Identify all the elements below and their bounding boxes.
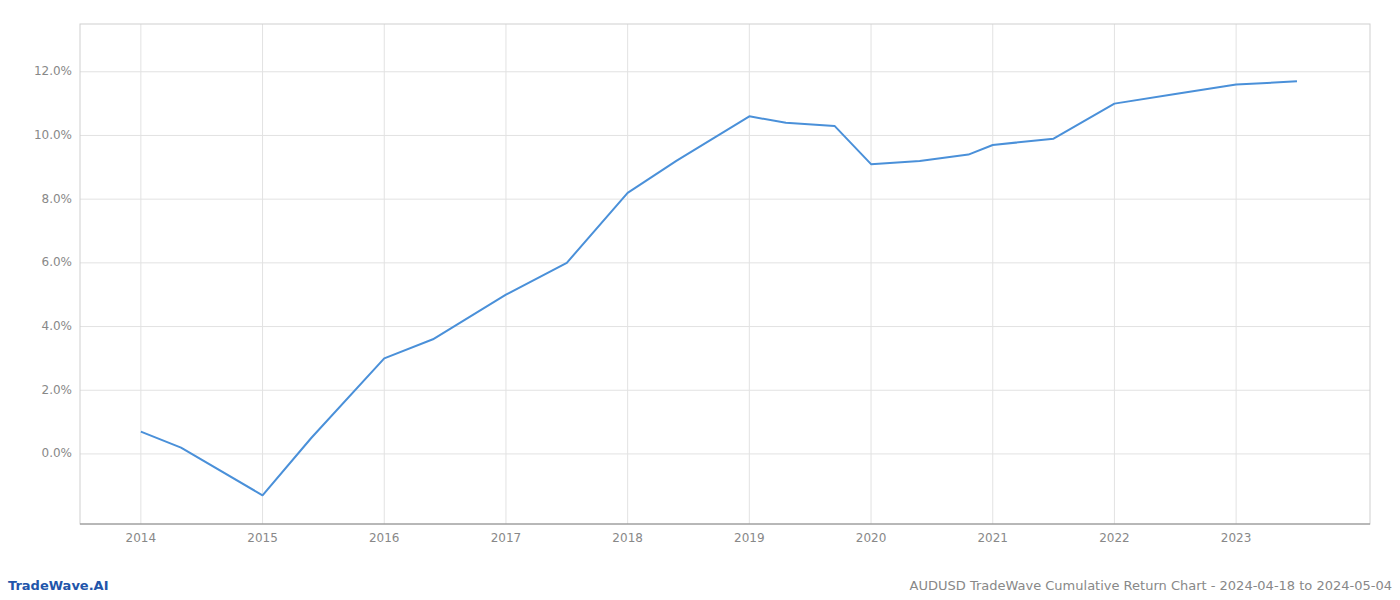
- x-tick-label: 2019: [734, 531, 765, 545]
- x-grid-line: [992, 24, 993, 524]
- grid: [80, 24, 1370, 524]
- chart-container: 0.0% 2.0% 4.0% 6.0% 8.0% 10.0% 12.0% 2014 2015 20…: [0, 0, 1400, 600]
- chart-svg: 0.0% 2.0% 4.0% 6.0% 8.0% 10.0% 12.0% 2014 2015 20…: [0, 0, 1400, 600]
- x-tick-label: 2016: [369, 531, 400, 545]
- x-tick-label: 2018: [612, 531, 643, 545]
- y-tick-label: 10.0%: [34, 128, 72, 142]
- y-tick-label: 0.0%: [42, 446, 73, 460]
- y-tick-label: 8.0%: [42, 192, 73, 206]
- x-axis-line: [80, 524, 1370, 525]
- plot-frame: [80, 24, 1370, 524]
- watermark: TradeWave.AI: [8, 578, 109, 593]
- x-grid-line: [871, 24, 872, 524]
- y-grid-line: [80, 390, 1370, 391]
- y-tick-label: 4.0%: [42, 319, 73, 333]
- x-grid-line: [749, 24, 750, 524]
- x-tick-label: 2021: [977, 531, 1008, 545]
- y-grid-line: [80, 71, 1370, 72]
- x-grid-line: [1114, 24, 1115, 524]
- x-grid-line: [1236, 24, 1237, 524]
- tick-labels: 0.0% 2.0% 4.0% 6.0% 8.0% 10.0% 12.0% 2014 2015 20…: [34, 64, 1252, 545]
- data-group: [141, 81, 1297, 495]
- y-grid-line: [80, 326, 1370, 327]
- x-tick-label: 2022: [1099, 531, 1130, 545]
- footer: TradeWave.AI AUDUSD TradeWave Cumulative …: [8, 578, 1392, 593]
- x-grid-line: [262, 24, 263, 524]
- y-grid-line: [80, 262, 1370, 263]
- x-grid-line: [140, 24, 141, 524]
- y-grid-line: [80, 135, 1370, 136]
- chart-title: AUDUSD TradeWave Cumulative Return Chart…: [910, 578, 1392, 593]
- y-tick-label: 2.0%: [42, 383, 73, 397]
- x-grid-line: [384, 24, 385, 524]
- x-tick-label: 2023: [1221, 531, 1252, 545]
- x-tick-label: 2020: [856, 531, 887, 545]
- x-grid-line: [505, 24, 506, 524]
- y-grid-line: [80, 199, 1370, 200]
- x-tick-label: 2017: [491, 531, 522, 545]
- x-tick-label: 2015: [247, 531, 278, 545]
- y-grid-line: [80, 453, 1370, 454]
- line-series: [141, 81, 1297, 495]
- page: {"chart_data": {"type": "line", "title":…: [0, 0, 1400, 600]
- y-tick-label: 6.0%: [42, 255, 73, 269]
- y-tick-label: 12.0%: [34, 64, 72, 78]
- x-tick-label: 2014: [126, 531, 157, 545]
- x-grid-line: [627, 24, 628, 524]
